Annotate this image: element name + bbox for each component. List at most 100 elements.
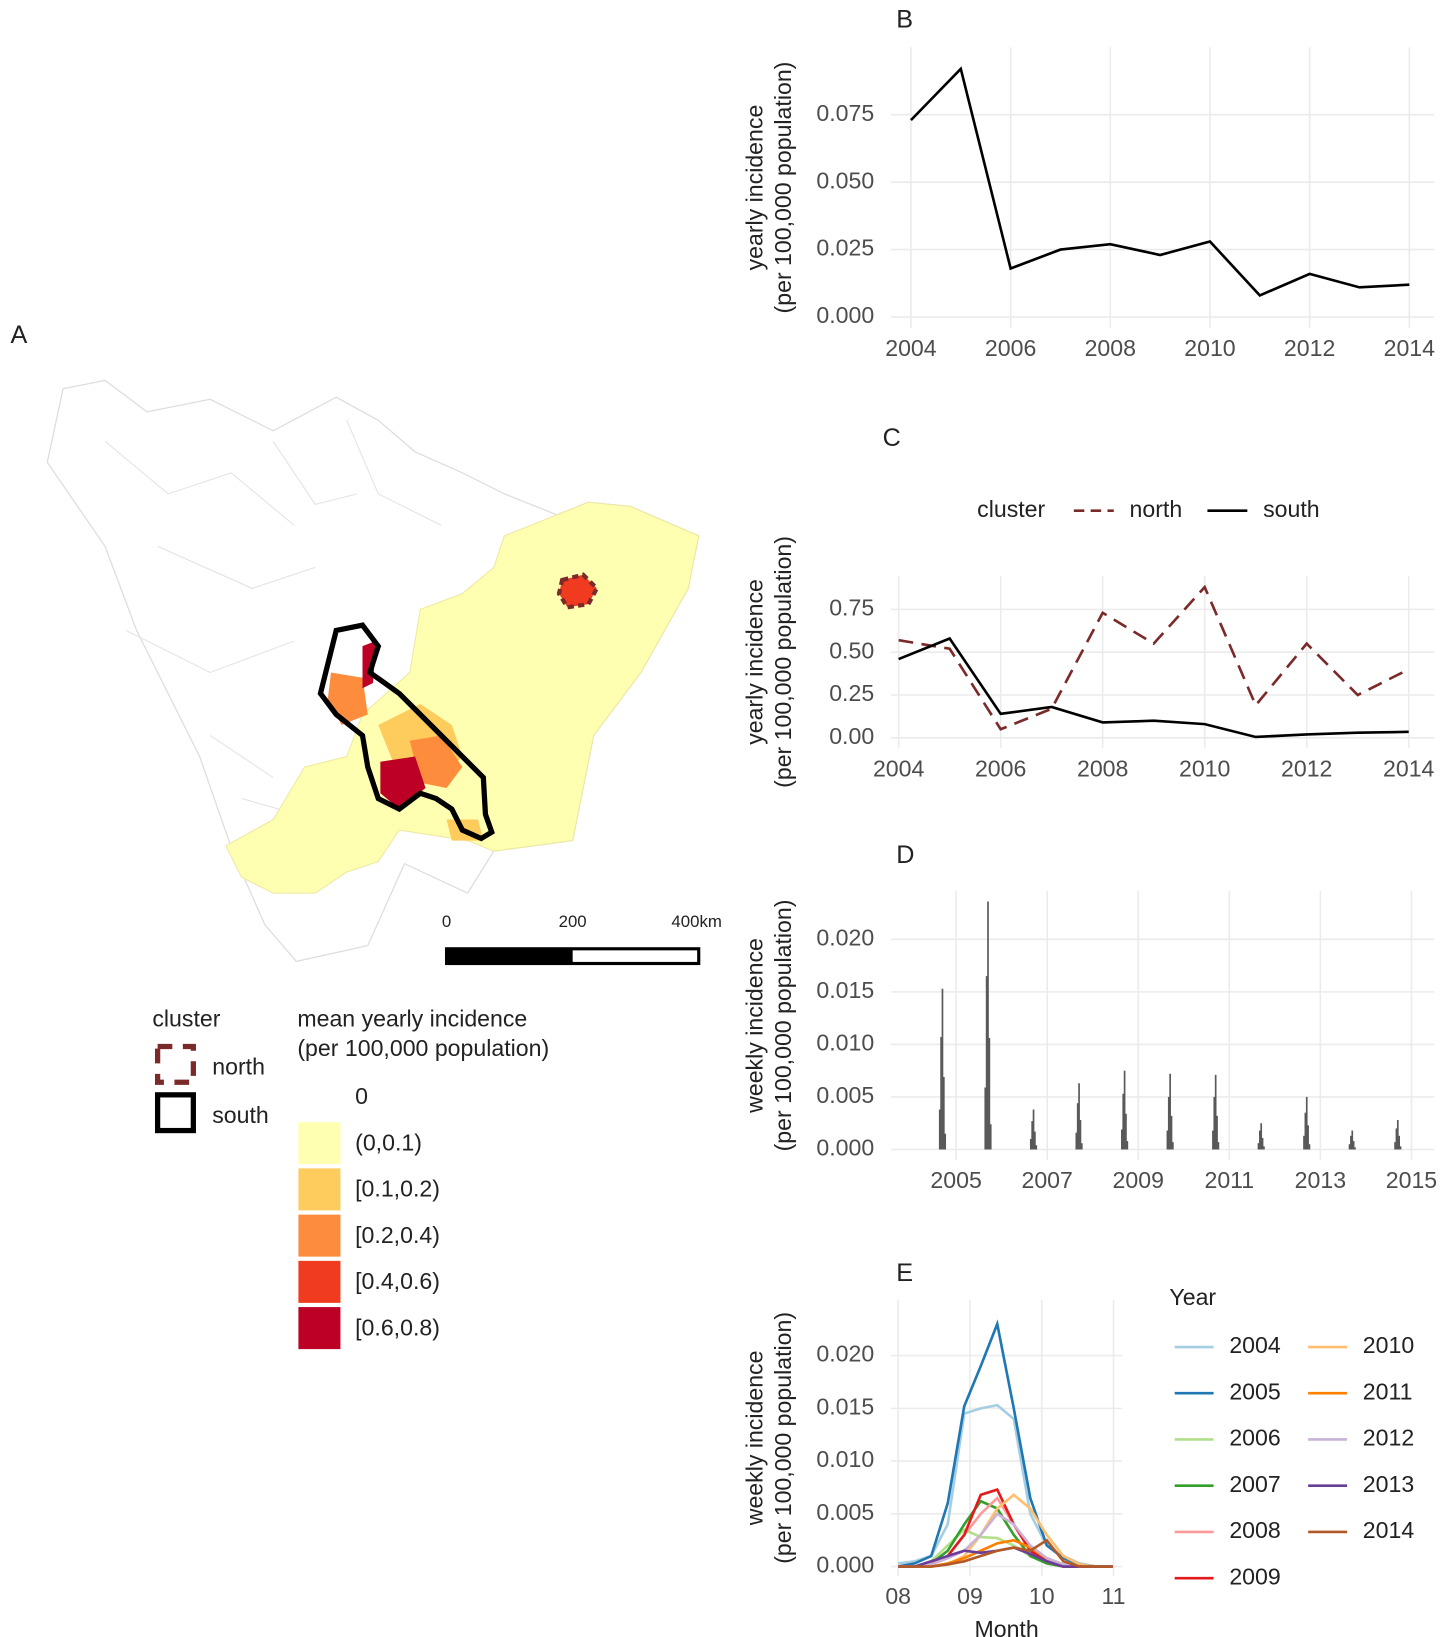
bar (1032, 1109, 1035, 1150)
map-region-high (327, 672, 368, 725)
bar (1394, 1142, 1396, 1150)
bar (1305, 1096, 1308, 1150)
y-tick-label: 0.25 (829, 680, 874, 706)
y-tick-label: 0.75 (829, 594, 874, 620)
chart-panel: E 0.000 0.005 0.010 0.015 0.020 08 09 10 11 weekly… (742, 1259, 1415, 1637)
legend-key (296, 1258, 343, 1305)
bar (1075, 1132, 1078, 1150)
bar (944, 1133, 947, 1150)
y-tick-label: 0.50 (829, 637, 874, 663)
x-tick-label: 2004 (873, 755, 925, 781)
bar (1031, 1121, 1034, 1150)
legend-key (154, 1043, 196, 1085)
y-tick-label: 0.005 (816, 1499, 874, 1525)
line (898, 584, 1410, 731)
bar (1172, 1142, 1174, 1150)
y-tick-label: 0.000 (816, 1135, 874, 1161)
y-tick-label: 0.015 (816, 977, 874, 1003)
legend-title: Year (1169, 1284, 1216, 1310)
bar (1170, 1115, 1173, 1150)
legend-label: north (1130, 496, 1183, 522)
y-axis-label: (per 100,000 population) (770, 62, 796, 314)
legend-label: 2012 (1363, 1425, 1414, 1451)
x-tick-label: 2014 (1384, 335, 1436, 361)
x-axis-label: Month (974, 1616, 1038, 1637)
bar (1348, 1144, 1351, 1150)
bar (1398, 1135, 1401, 1150)
x-tick-label: 2009 (1113, 1167, 1164, 1193)
x-tick-label: 10 (1029, 1583, 1055, 1609)
legend-key (296, 1212, 343, 1259)
bar (989, 1124, 992, 1150)
x-tick-label: 08 (885, 1583, 911, 1609)
scale-label: 200 (559, 912, 587, 931)
y-axis-label: (per 100,000 population) (770, 536, 796, 788)
bar (1399, 1146, 1402, 1150)
y-tick-label: 0.075 (816, 100, 874, 126)
x-tick-label: 2010 (1179, 755, 1230, 781)
y-axis-label: weekly incidence (742, 938, 768, 1114)
bar (1029, 1138, 1032, 1150)
x-tick-label: 09 (957, 1583, 983, 1609)
bar (1122, 1093, 1125, 1150)
bar (988, 1038, 991, 1150)
legend-label: south (1263, 496, 1320, 522)
bar (1125, 1113, 1127, 1150)
x-tick-label: 2013 (1295, 1167, 1346, 1193)
legend-title: cluster (977, 496, 1045, 522)
y-tick-label: 0.050 (816, 167, 874, 193)
y-tick-label: 0.010 (816, 1446, 874, 1472)
x-tick-label: 2008 (1077, 755, 1128, 781)
bar (1257, 1143, 1260, 1150)
x-tick-label: 2012 (1284, 335, 1335, 361)
bar (1258, 1130, 1261, 1150)
x-tick-label: 2006 (975, 755, 1026, 781)
scale-label: 400km (671, 912, 721, 931)
panel-label: A (11, 321, 28, 349)
bar (1213, 1096, 1216, 1150)
y-axis-label: (per 100,000 population) (770, 1312, 796, 1564)
y-tick-label: 0.000 (816, 1552, 874, 1578)
legend-key (296, 1166, 343, 1213)
bar (1303, 1135, 1305, 1150)
legend-label: north (212, 1054, 265, 1080)
bar (1214, 1074, 1217, 1150)
x-tick-label: 2010 (1184, 335, 1235, 361)
x-tick-label: 2015 (1386, 1167, 1437, 1193)
scale-bar-fill (446, 948, 573, 964)
bar (1260, 1123, 1263, 1150)
x-tick-label: 2004 (885, 335, 937, 361)
bar (987, 901, 989, 1150)
y-axis-label: yearly incidence (742, 579, 768, 745)
bar (984, 1087, 987, 1150)
bar (1216, 1115, 1218, 1150)
bar (1217, 1142, 1220, 1150)
legend-key (296, 1304, 343, 1352)
bar (1350, 1135, 1352, 1150)
bar (1035, 1145, 1038, 1150)
legend-label: [0.2,0.4) (355, 1222, 440, 1248)
legend-title: cluster (152, 1005, 220, 1031)
y-axis-label: (per 100,000 population) (770, 900, 796, 1152)
scale-label: 0 (442, 912, 451, 931)
legend-label: 2008 (1229, 1517, 1280, 1543)
cluster-south-outline (317, 622, 495, 842)
legend-label: south (212, 1102, 269, 1128)
y-tick-label: 0.025 (816, 235, 874, 261)
legend-key (296, 1120, 343, 1167)
bar (1212, 1130, 1214, 1150)
line (898, 636, 1409, 739)
legend-label: 2009 (1229, 1563, 1280, 1589)
chart-panel: B 0.000 0.025 0.050 0.075 2004 2006 2008 2010 201… (742, 6, 1436, 361)
bar (941, 988, 944, 1150)
x-tick-label: 2005 (930, 1167, 981, 1193)
x-tick-label: 2012 (1281, 755, 1332, 781)
panel-label: B (896, 6, 913, 34)
legend-label: 2010 (1363, 1332, 1414, 1358)
bar (1079, 1120, 1082, 1150)
map-region-high (409, 735, 463, 789)
map-panel: A 0 200 400km cluster mean yearly incide… (11, 321, 722, 1061)
bar (1166, 1130, 1169, 1150)
